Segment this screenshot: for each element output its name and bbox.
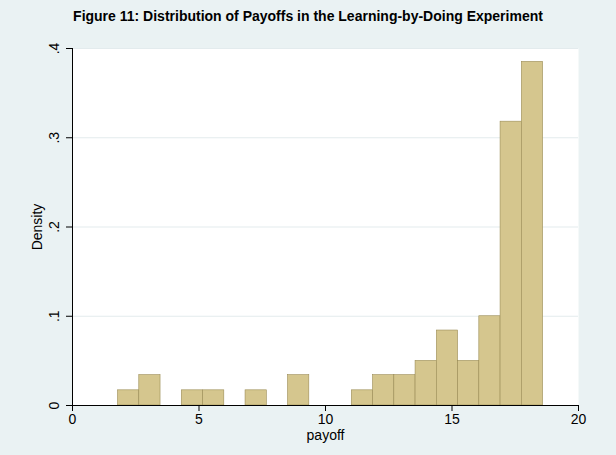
svg-text:0: 0 <box>69 411 77 427</box>
svg-text:.3: .3 <box>46 132 62 144</box>
svg-text:10: 10 <box>318 411 334 427</box>
svg-text:15: 15 <box>444 411 460 427</box>
svg-text:20: 20 <box>571 411 587 427</box>
svg-text:.1: .1 <box>46 310 62 322</box>
svg-text:.2: .2 <box>46 221 62 233</box>
svg-text:payoff: payoff <box>307 427 345 443</box>
svg-text:Density: Density <box>29 204 45 251</box>
svg-text:5: 5 <box>195 411 203 427</box>
html-text:Figure 11: Distribution of Pay: Figure 11: Distribution of Payoffs in th… <box>73 8 543 24</box>
svg-text:.4: .4 <box>46 42 62 54</box>
svg-text:0: 0 <box>46 401 62 409</box>
